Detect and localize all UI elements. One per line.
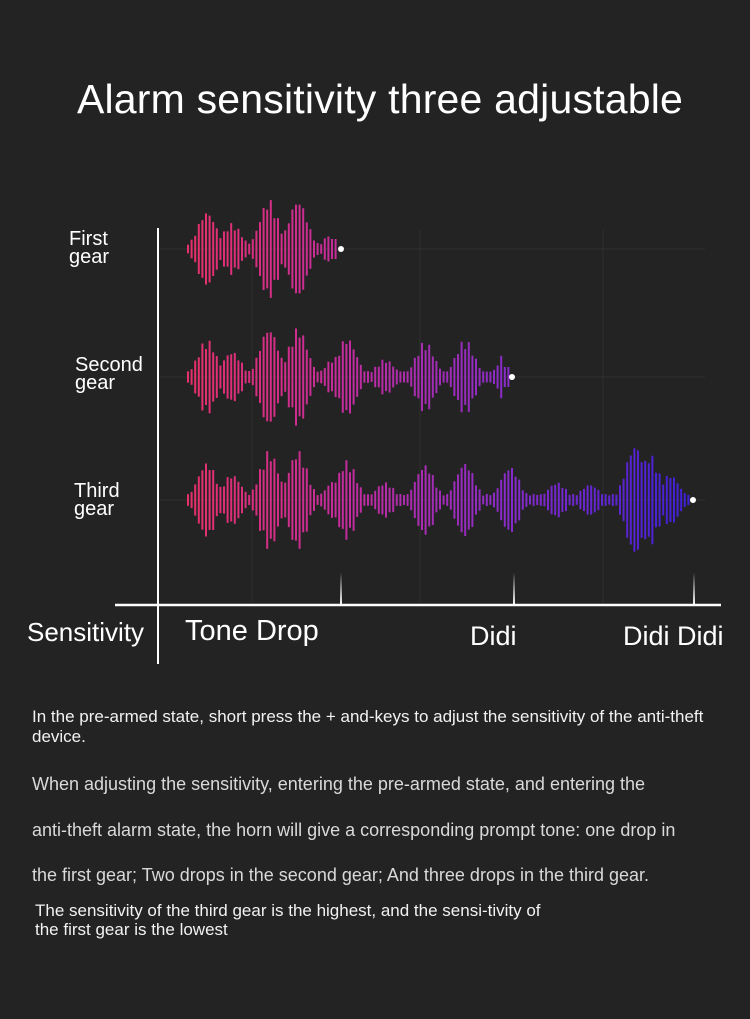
tone-marker-3	[693, 572, 695, 605]
tone-label-3: Didi Didi	[623, 621, 724, 651]
tone-marker-1	[340, 572, 342, 605]
page-title: Alarm sensitivity three adjustable	[76, 76, 684, 122]
prompt-tone-line: anti-theft alarm state, the horn will gi…	[32, 819, 676, 840]
grid-lines	[160, 230, 705, 603]
gear-label-second-line1: Second	[75, 354, 143, 376]
tone-label-1: Tone Drop	[185, 615, 319, 647]
prompt-tone-paragraph: When adjusting the sensitivity, entering…	[32, 762, 732, 899]
gear-label-third: Third gear	[74, 480, 120, 520]
sensitivity-waveform-chart	[115, 200, 721, 664]
gear-label-first: First gear	[69, 228, 110, 268]
instruction-paragraph: In the pre-armed state, short press the …	[32, 707, 704, 746]
prompt-tone-line: the first gear; Two drops in the second …	[32, 865, 650, 885]
end-dots	[338, 246, 696, 503]
gear-label-third-line1: Third	[74, 480, 120, 502]
gear-label-third-line2: gear	[74, 498, 115, 520]
end-dot-first-gear	[338, 246, 344, 252]
tone-markers	[340, 572, 695, 605]
y-axis-label: Sensitivity	[27, 617, 145, 647]
end-dot-third-gear	[690, 497, 696, 503]
sensitivity-note: The sensitivity of the third gear is the…	[35, 901, 541, 939]
waveforms	[187, 200, 690, 552]
gear-label-second-line2: gear	[75, 372, 116, 394]
end-dot-second-gear	[509, 374, 515, 380]
tone-marker-2	[513, 572, 515, 605]
tone-label-2: Didi	[470, 621, 517, 651]
prompt-tone-line: When adjusting the sensitivity, entering…	[32, 774, 646, 794]
gear-label-first-line1: First	[69, 228, 108, 250]
gear-label-first-line2: gear	[69, 246, 110, 268]
gear-label-second: Second gear	[75, 354, 143, 394]
